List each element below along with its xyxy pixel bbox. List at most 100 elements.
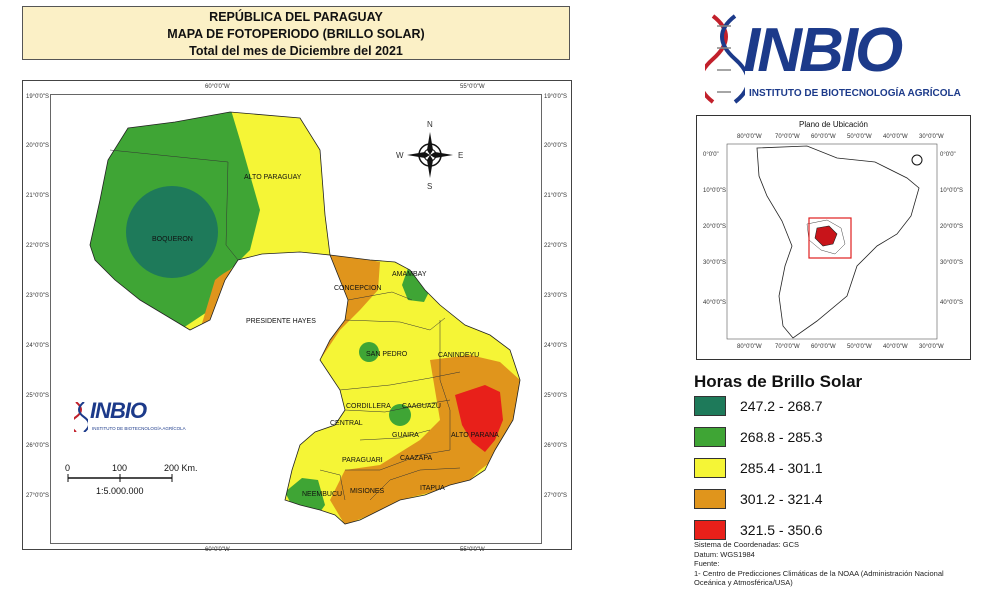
dept-concepcion: CONCEPCION xyxy=(334,285,382,292)
location-map: Plano de Ubicación 80°0'0"W 70°0'0"W 60°… xyxy=(696,115,971,360)
dept-alto-paraguay: ALTO PARAGUAY xyxy=(244,174,302,181)
notes-source-label: Fuente: xyxy=(694,559,720,568)
lat-label: 21°0'0"S xyxy=(544,193,568,199)
scale-ratio: 1:5.000.000 xyxy=(96,486,144,496)
legend-item: 268.8 - 285.3 xyxy=(694,427,934,449)
loc-lon-label-bottom: 70°0'0"W xyxy=(775,344,800,350)
dept-misiones: MISIONES xyxy=(350,488,385,495)
loc-lon-label: 30°0'0"W xyxy=(919,134,944,140)
dept-presidente-hayes: PRESIDENTE HAYES xyxy=(246,318,316,325)
lon-label-bottom: 55°0'0"W xyxy=(460,547,485,553)
loc-lon-label: 80°0'0"W xyxy=(737,134,762,140)
legend-swatch xyxy=(694,458,726,478)
scale-label-100: 100 xyxy=(112,463,128,473)
notes-datum: Datum: WGS1984 xyxy=(694,549,755,559)
loc-lat-label: 30°0'0"S xyxy=(703,260,727,266)
map-title-box: REPÚBLICA DEL PARAGUAY MAPA DE FOTOPERIO… xyxy=(22,6,570,60)
inbio-small-wordmark: INBIO xyxy=(90,398,147,423)
loc-lat-label: 10°0'0"S xyxy=(703,188,727,194)
inbio-subtitle: INSTITUTO DE BIOTECNOLOGÍA AGRÍCOLA xyxy=(749,88,961,99)
lat-label: 24°0'0"S xyxy=(544,343,568,349)
dept-san-pedro: SAN PEDRO xyxy=(366,351,408,358)
title-line-3: Total del mes de Diciembre del 2021 xyxy=(189,44,403,58)
dept-amambay: AMAMBAY xyxy=(392,271,427,278)
legend-label: 268.8 - 285.3 xyxy=(740,429,823,445)
legend-item: 301.2 - 321.4 xyxy=(694,489,934,511)
lat-label: 23°0'0"S xyxy=(26,293,50,299)
loc-lon-label-bottom: 80°0'0"W xyxy=(737,344,762,350)
compass-s: S xyxy=(427,182,433,191)
dept-canindeyu: CANINDEYU xyxy=(438,352,480,359)
lat-label: 27°0'0"S xyxy=(544,493,568,499)
legend-label: 321.5 - 350.6 xyxy=(740,522,823,538)
notes-source-1: 1- Centro de Predicciones Climáticas de … xyxy=(694,568,944,578)
scale-bar xyxy=(67,474,173,482)
loc-lon-label: 40°0'0"W xyxy=(883,134,908,140)
legend-title: Horas de Brillo Solar xyxy=(694,372,863,391)
lon-label-bottom: 60°0'0"W xyxy=(205,547,230,553)
dept-itapua: ITAPUA xyxy=(420,485,445,492)
dept-guaira: GUAIRA xyxy=(392,432,419,439)
loc-lat-label-right: 20°0'0"S xyxy=(940,224,964,230)
south-america-map xyxy=(726,143,938,340)
inbio-wordmark: INBIO xyxy=(743,16,903,85)
legend-label: 285.4 - 301.1 xyxy=(740,460,823,476)
lat-label: 26°0'0"S xyxy=(544,443,568,449)
lat-label: 20°0'0"S xyxy=(544,143,568,149)
legend-swatch xyxy=(694,396,726,416)
title-line-2: MAPA DE FOTOPERIODO (BRILLO SOLAR) xyxy=(167,27,425,41)
scale-label-0: 0 xyxy=(65,463,71,473)
loc-lat-label-right: 40°0'0"S xyxy=(940,300,964,306)
lat-label: 19°0'0"S xyxy=(544,94,568,100)
loc-lat-label: 20°0'0"S xyxy=(703,224,727,230)
dept-boqueron: BOQUERON xyxy=(152,236,193,243)
notes-crs: Sistema de Coordenadas: GCS xyxy=(694,540,800,549)
lat-label: 22°0'0"S xyxy=(544,243,568,249)
lat-label: 21°0'0"S xyxy=(26,193,50,199)
notes-source-2: Oceánica y Atmosférica/USA) xyxy=(694,578,793,587)
map-notes: Sistema de Coordenadas: GCS Datum: WGS19… xyxy=(694,540,994,588)
dept-cordillera: CORDILLERA xyxy=(346,403,391,410)
loc-lon-label-bottom: 30°0'0"W xyxy=(919,344,944,350)
department-borders xyxy=(109,149,461,501)
loc-lon-label-bottom: 60°0'0"W xyxy=(811,344,836,350)
dna-icon xyxy=(74,402,88,432)
loc-lon-label: 70°0'0"W xyxy=(775,134,800,140)
title-line-1: REPÚBLICA DEL PARAGUAY xyxy=(209,10,383,24)
loc-lat-label-right: 0°0'0" xyxy=(940,152,956,158)
inbio-logo-small: INBIO INSTITUTO DE BIOTECNOLOGÍA AGRÍCOL… xyxy=(74,398,186,438)
dept-central: CENTRAL xyxy=(330,420,363,427)
dept-caazapa: CAAZAPA xyxy=(400,455,433,462)
loc-lat-label: 40°0'0"S xyxy=(703,300,727,306)
loc-lat-label-right: 30°0'0"S xyxy=(940,260,964,266)
legend-item: 285.4 - 301.1 xyxy=(694,458,934,480)
dept-neembucu: NEEMBUCU xyxy=(302,491,343,498)
loc-lon-label: 50°0'0"W xyxy=(847,134,872,140)
inbio-logo: INBIO INSTITUTO DE BIOTECNOLOGÍA AGRÍCOL… xyxy=(705,14,965,109)
compass-w: W xyxy=(396,151,404,160)
lat-label: 27°0'0"S xyxy=(26,493,50,499)
lat-label: 25°0'0"S xyxy=(544,393,568,399)
scale-label-200: 200 Km. xyxy=(164,463,198,473)
legend-swatch xyxy=(694,520,726,540)
lat-label: 23°0'0"S xyxy=(544,293,568,299)
lat-label: 24°0'0"S xyxy=(26,343,50,349)
legend-label: 247.2 - 268.7 xyxy=(740,398,823,414)
loc-lon-label-bottom: 50°0'0"W xyxy=(847,344,872,350)
oriental-region xyxy=(285,255,520,524)
loc-lon-label: 60°0'0"W xyxy=(811,134,836,140)
loc-lat-label: 0°0'0" xyxy=(703,152,719,158)
loc-lon-label-bottom: 40°0'0"W xyxy=(883,344,908,350)
compass-rose-icon xyxy=(407,132,453,178)
lon-label-top: 55°0'0"W xyxy=(460,84,485,90)
location-map-title: Plano de Ubicación xyxy=(799,120,868,129)
legend-swatch xyxy=(694,489,726,509)
loc-lat-label-right: 10°0'0"S xyxy=(940,188,964,194)
inbio-small-subtitle: INSTITUTO DE BIOTECNOLOGÍA AGRÍCOLA xyxy=(92,426,186,431)
lat-label: 26°0'0"S xyxy=(26,443,50,449)
dept-alto-parana: ALTO PARANA xyxy=(451,432,499,439)
lat-label: 20°0'0"S xyxy=(26,143,50,149)
legend-item: 321.5 - 350.6 xyxy=(694,520,934,542)
lat-label: 22°0'0"S xyxy=(26,243,50,249)
